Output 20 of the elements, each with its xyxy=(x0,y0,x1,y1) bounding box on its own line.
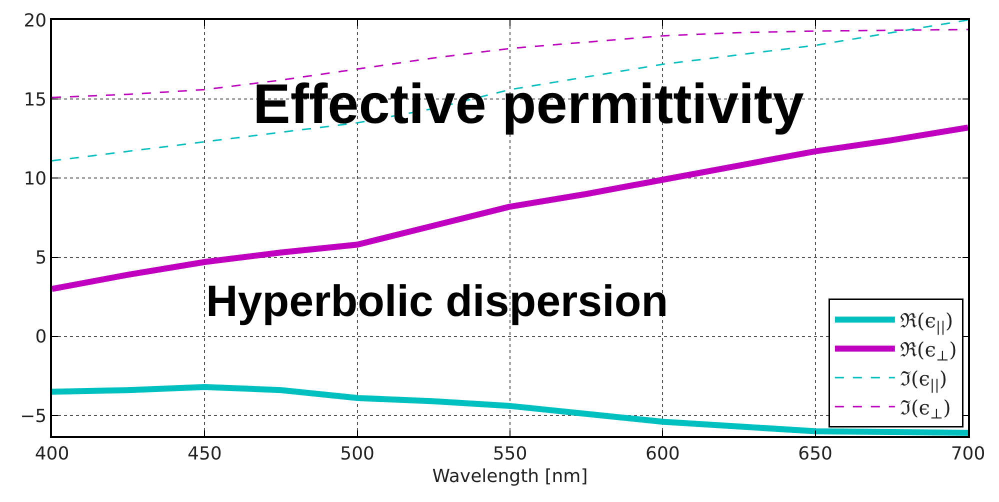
y-tick-label: 15 xyxy=(24,89,47,110)
line-series xyxy=(52,20,968,162)
x-tick-label: 550 xyxy=(492,443,528,464)
x-tick-label: 700 xyxy=(950,443,986,464)
x-tick-label: 650 xyxy=(798,443,833,464)
x-tick-label: 500 xyxy=(340,443,375,464)
legend-label: ℜ(ϵ$_{||}$) xyxy=(900,308,954,336)
x-tick-label: 450 xyxy=(187,443,222,464)
x-tick-label: 400 xyxy=(34,443,70,464)
x-tick-label: 600 xyxy=(645,443,680,464)
x-axis-title: Wavelength [nm] xyxy=(432,466,588,487)
legend-label: ℑ(ϵ$_{||}$) xyxy=(900,366,948,394)
y-tick-label: 5 xyxy=(35,248,47,269)
y-tick-label: −5 xyxy=(20,406,47,427)
annotation: Hyperbolic dispersion xyxy=(206,277,668,326)
legend-label: ℑ(ϵ$_{⊥}$) xyxy=(900,395,951,423)
y-tick-label: 10 xyxy=(24,168,47,190)
legend-label: ℜ(ϵ$_{⊥}$) xyxy=(900,337,957,365)
y-tick-label: 20 xyxy=(24,10,47,32)
y-tick-label: 0 xyxy=(35,326,47,348)
